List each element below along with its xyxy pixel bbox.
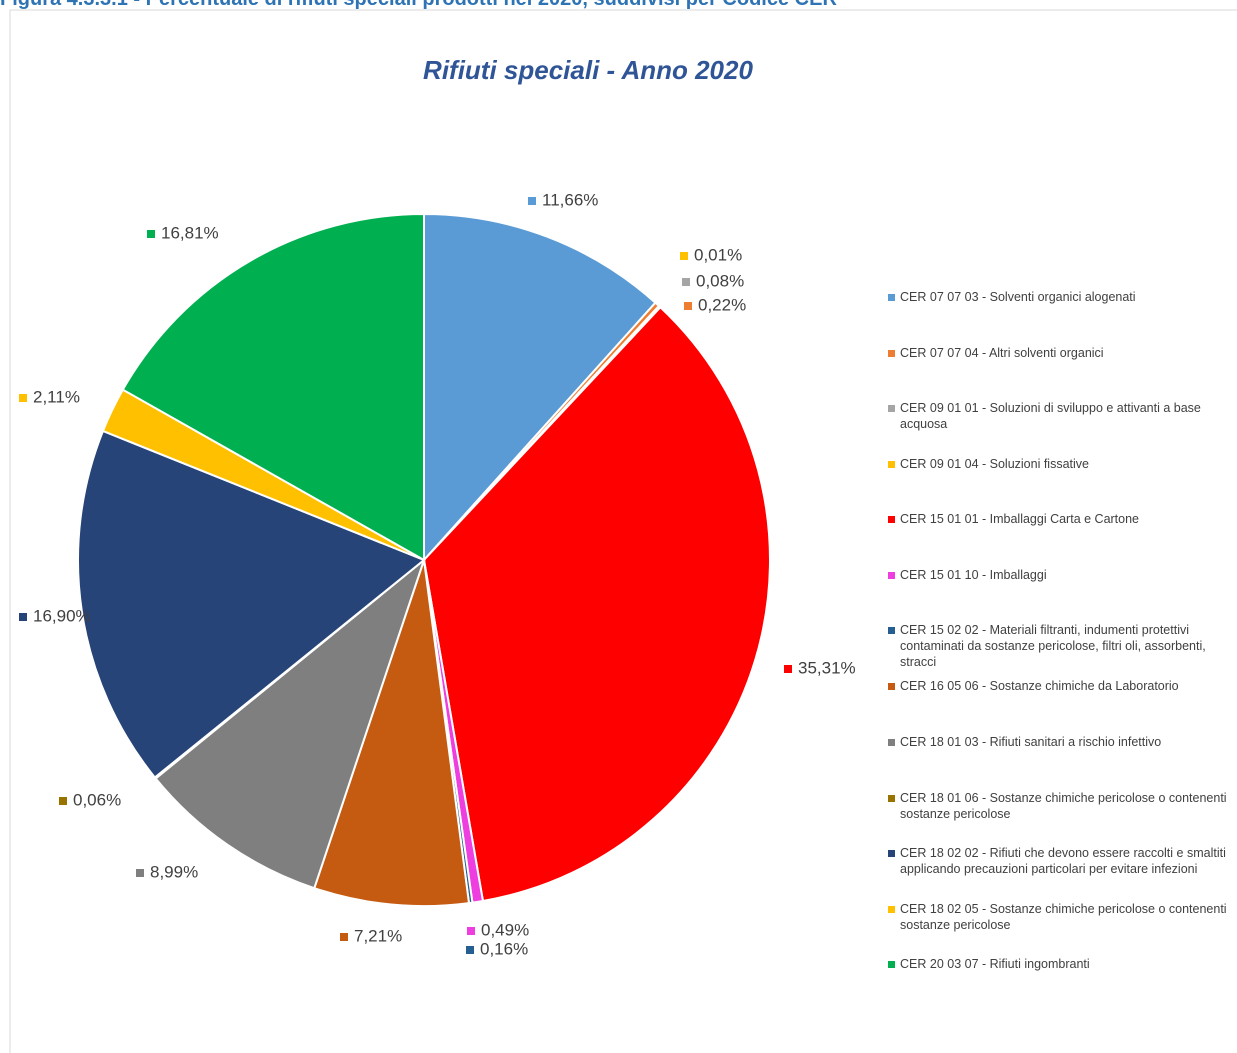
data-label: 16,90% xyxy=(33,606,91,625)
legend-swatch xyxy=(888,350,895,357)
legend-entry: CER 16 05 06 - Sostanze chimiche da Labo… xyxy=(888,678,1228,694)
legend-swatch xyxy=(888,294,895,301)
data-label: 35,31% xyxy=(798,658,856,677)
figure-caption: Figura 4.3.3.1 - Percentuale di rifiuti … xyxy=(0,0,837,11)
chart-title: Rifiuti speciali - Anno 2020 xyxy=(423,55,753,85)
legend-swatch xyxy=(888,516,895,523)
legend-label: CER 07 07 04 - Altri solventi organici xyxy=(900,346,1104,360)
data-label: 7,21% xyxy=(354,926,402,945)
legend-label: CER 18 01 06 - Sostanze chimiche pericol… xyxy=(900,791,1227,821)
legend-entry: CER 09 01 04 - Soluzioni fissative xyxy=(888,456,1228,472)
legend-swatch xyxy=(888,461,895,468)
data-label: 0,22% xyxy=(698,295,746,314)
legend-entry: CER 15 01 01 - Imballaggi Carta e Carton… xyxy=(888,511,1228,527)
data-label: 0,06% xyxy=(73,790,121,809)
label-swatch xyxy=(784,665,792,673)
data-label: 11,66% xyxy=(542,190,598,209)
legend-label: CER 07 07 03 - Solventi organici alogena… xyxy=(900,290,1136,304)
legend-entry: CER 07 07 03 - Solventi organici alogena… xyxy=(888,289,1228,305)
pie-slice xyxy=(422,305,771,903)
pie-slice xyxy=(154,557,427,890)
legend-swatch xyxy=(888,795,895,802)
label-swatch xyxy=(136,869,144,877)
data-label: 0,16% xyxy=(480,939,528,958)
label-swatch xyxy=(59,797,67,805)
label-swatch xyxy=(147,230,155,238)
chart-border xyxy=(9,9,1237,1053)
legend-label: CER 18 02 05 - Sostanze chimiche pericol… xyxy=(900,902,1227,932)
legend-swatch xyxy=(888,739,895,746)
legend-label: CER 16 05 06 - Sostanze chimiche da Labo… xyxy=(900,679,1179,693)
label-swatch xyxy=(684,302,692,310)
legend-swatch xyxy=(888,961,895,968)
pie-slice xyxy=(423,212,657,563)
legend-entry: CER 07 07 04 - Altri solventi organici xyxy=(888,345,1228,361)
legend-label: CER 15 01 10 - Imballaggi xyxy=(900,568,1047,582)
legend-swatch xyxy=(888,906,895,913)
data-label: 8,99% xyxy=(150,862,198,881)
data-label: 2,11% xyxy=(33,387,80,406)
legend-entry: CER 18 01 03 - Rifiuti sanitari a rischi… xyxy=(888,734,1228,750)
legend-entry: CER 18 01 06 - Sostanze chimiche pericol… xyxy=(888,790,1228,822)
label-swatch xyxy=(340,933,348,941)
label-swatch xyxy=(19,394,27,402)
label-swatch xyxy=(682,278,690,286)
legend-label: CER 15 02 02 - Materiali filtranti, indu… xyxy=(900,623,1206,669)
legend-label: CER 20 03 07 - Rifiuti ingombranti xyxy=(900,957,1090,971)
legend-swatch xyxy=(888,627,895,634)
data-label: 0,49% xyxy=(481,920,529,939)
data-label: 0,01% xyxy=(694,245,742,264)
legend-entry: CER 18 02 05 - Sostanze chimiche pericol… xyxy=(888,901,1228,933)
legend-swatch xyxy=(888,405,895,412)
legend-entry: CER 20 03 07 - Rifiuti ingombranti xyxy=(888,956,1228,972)
legend-swatch xyxy=(888,850,895,857)
data-label: 16,81% xyxy=(161,223,219,242)
legend-label: CER 18 01 03 - Rifiuti sanitari a rischi… xyxy=(900,735,1162,749)
legend-label: CER 18 02 02 - Rifiuti che devono essere… xyxy=(900,846,1226,876)
pie-slice xyxy=(121,212,425,562)
legend-swatch xyxy=(888,572,895,579)
legend-label: CER 15 01 01 - Imballaggi Carta e Carton… xyxy=(900,512,1140,526)
pie-slice xyxy=(77,429,426,779)
pie-slice xyxy=(313,559,471,907)
legend-entry: CER 15 02 02 - Materiali filtranti, indu… xyxy=(888,622,1228,670)
label-swatch xyxy=(680,252,688,260)
legend-label: CER 09 01 01 - Soluzioni di sviluppo e a… xyxy=(900,401,1201,431)
label-swatch xyxy=(19,613,27,621)
data-label: 0,08% xyxy=(696,271,744,290)
legend-entry: CER 09 01 01 - Soluzioni di sviluppo e a… xyxy=(888,400,1228,432)
label-swatch xyxy=(467,927,475,935)
legend-label: CER 09 01 04 - Soluzioni fissative xyxy=(900,457,1089,471)
legend-swatch xyxy=(888,683,895,690)
legend-entry: CER 18 02 02 - Rifiuti che devono essere… xyxy=(888,845,1228,877)
label-swatch xyxy=(466,946,474,954)
legend-entry: CER 15 01 10 - Imballaggi xyxy=(888,567,1228,583)
label-swatch xyxy=(528,197,536,205)
